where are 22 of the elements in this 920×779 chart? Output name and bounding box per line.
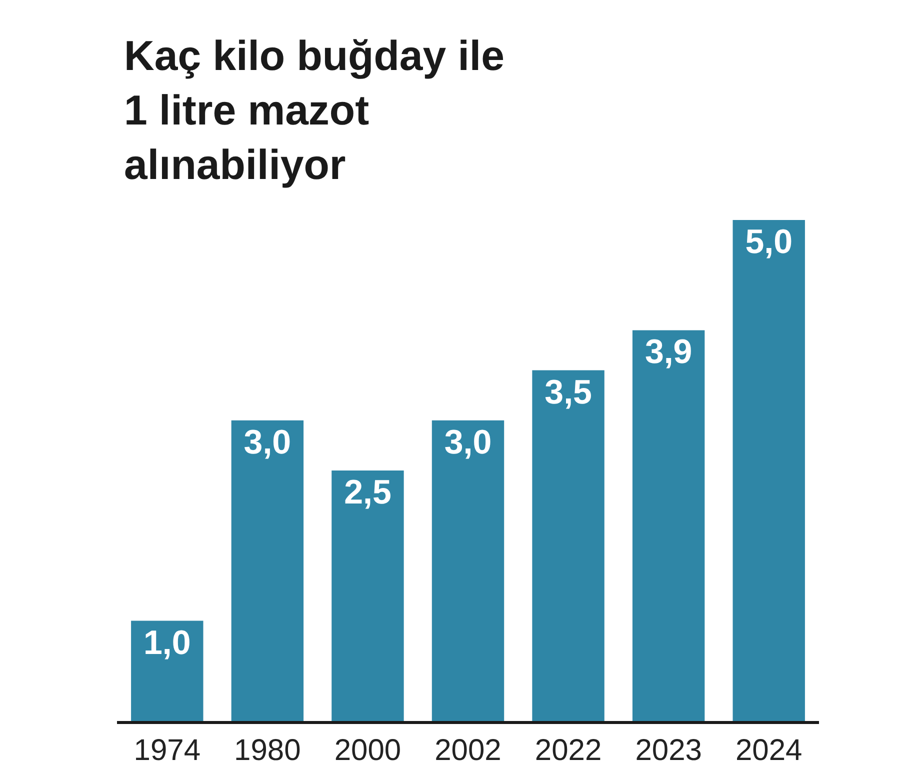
data-label: 3,5 — [544, 373, 592, 412]
data-label: 5,0 — [745, 223, 792, 261]
bar — [732, 220, 805, 721]
x-tick-label: 1974 — [134, 734, 201, 767]
data-label: 3,9 — [644, 333, 692, 372]
bar — [432, 420, 504, 721]
data-label: 1,0 — [144, 624, 191, 662]
data-label: 3,0 — [444, 423, 492, 462]
bar — [131, 620, 204, 721]
x-tick-label: 2000 — [334, 734, 402, 767]
x-tick-label: 2024 — [735, 734, 802, 767]
data-label: 2,5 — [344, 474, 392, 512]
x-tick-label: 2023 — [635, 734, 702, 767]
bar — [332, 470, 404, 721]
x-tick-label: 2022 — [534, 734, 602, 767]
x-tick-label: 2002 — [434, 734, 502, 767]
x-tick-label: 1980 — [234, 734, 301, 767]
chart-title: Kaç kilo buğday ile 1 litre mazot alınabiliyor — [124, 32, 504, 188]
bar — [231, 420, 304, 721]
bar — [632, 330, 705, 721]
data-label: 3,0 — [244, 423, 292, 462]
bar — [532, 370, 604, 721]
